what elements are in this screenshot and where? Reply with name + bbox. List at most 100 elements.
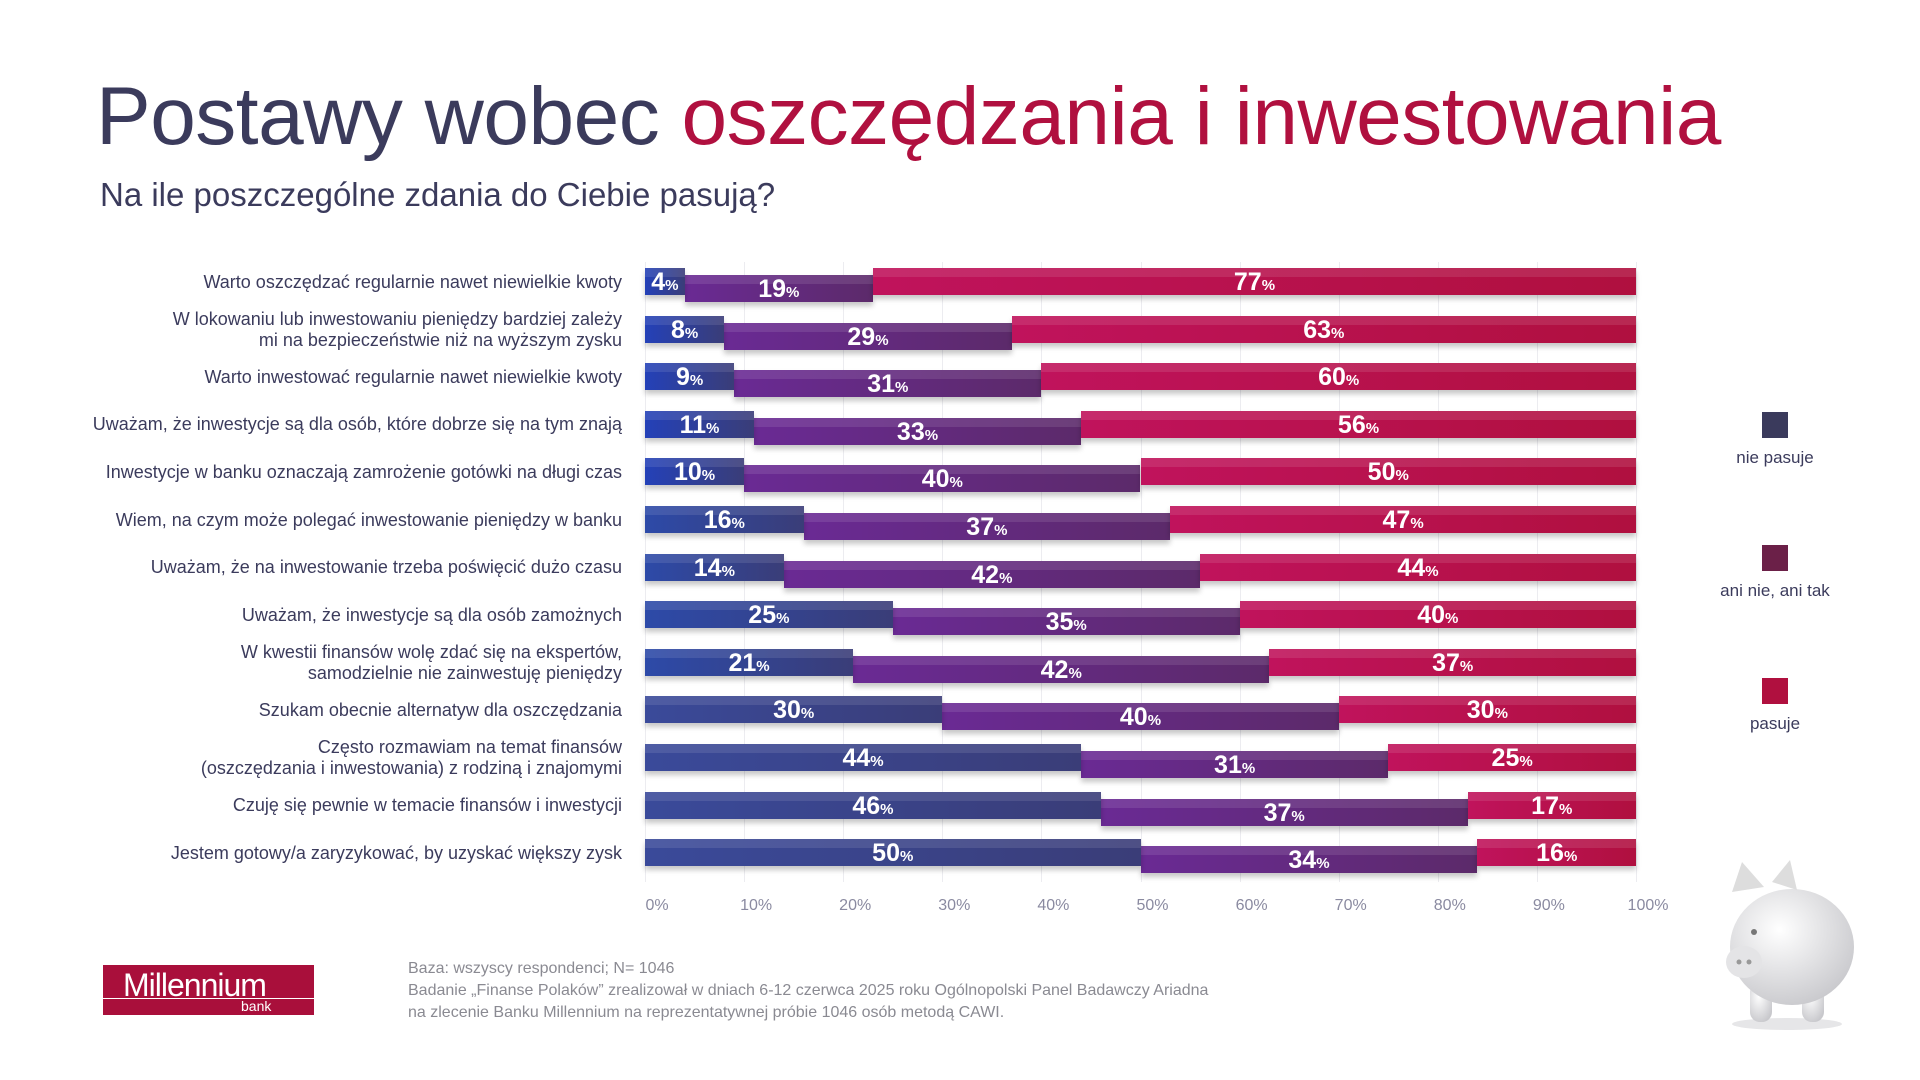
bar-segment-ani-nie-ani-tak: 19%	[684, 275, 873, 303]
x-tick-label: 30%	[938, 897, 971, 914]
x-tick-label: 50%	[1136, 897, 1169, 914]
category-label: Czuję się pewnie w temacie finansów i in…	[232, 795, 622, 816]
data-label: 50%	[1367, 458, 1409, 487]
data-label: 31%	[867, 370, 909, 399]
bar-segment-pasuje: 63%	[1011, 315, 1636, 344]
bar-segment-nie-pasuje: 44%	[645, 744, 1082, 772]
x-tick-label: 100%	[1627, 897, 1669, 914]
bar-segment-ani-nie-ani-tak: 35%	[892, 608, 1240, 636]
data-label: 50%	[872, 839, 914, 868]
bar-segment-pasuje: 56%	[1081, 410, 1636, 439]
data-label: 29%	[847, 322, 889, 351]
bar-segment-nie-pasuje: 25%	[645, 601, 893, 629]
legend-swatch	[1762, 545, 1788, 571]
bar-segment-ani-nie-ani-tak: 42%	[853, 655, 1270, 684]
category-label: Uważam, że inwestycje są dla osób, które…	[92, 414, 622, 435]
data-label: 33%	[896, 417, 939, 446]
category-label: Wiem, na czym może polegać inwestowanie …	[115, 509, 622, 530]
bar-segment-nie-pasuje: 16%	[645, 506, 804, 534]
bar-segment-ani-nie-ani-tak: 40%	[942, 703, 1339, 731]
data-label: 42%	[1040, 655, 1082, 684]
bar-segment-pasuje: 25%	[1388, 744, 1636, 772]
logo-sub: bank	[241, 998, 272, 1014]
bar-segment-nie-pasuje: 50%	[645, 839, 1141, 867]
category-label: W lokowaniu lub inwestowaniu pieniędzy b…	[172, 308, 622, 350]
legend-swatch	[1762, 678, 1788, 704]
footnote: Baza: wszyscy respondenci; N= 1046 Badan…	[408, 958, 1208, 1024]
legend-label: ani nie, ani tak	[1720, 581, 1830, 600]
bar-segment-ani-nie-ani-tak: 34%	[1140, 846, 1478, 874]
data-label: 77%	[1233, 268, 1276, 296]
subtitle: Na ile poszczególne zdania do Ciebie pas…	[100, 176, 776, 213]
bar-segment-ani-nie-ani-tak: 31%	[734, 370, 1042, 398]
legend-label: nie pasuje	[1736, 448, 1814, 467]
gridline	[1636, 262, 1637, 882]
bar-segment-ani-nie-ani-tak: 37%	[1100, 798, 1468, 827]
title-part2: oszczędzania i inwestowania	[681, 71, 1722, 162]
x-tick-label: 10%	[740, 897, 773, 914]
bar-segment-pasuje: 30%	[1338, 696, 1636, 724]
title-part1: Postawy wobec	[96, 71, 682, 162]
data-label: 42%	[971, 560, 1013, 589]
data-label: 21%	[728, 648, 770, 677]
data-label: 14%	[693, 553, 735, 582]
data-label: 8%	[671, 315, 699, 344]
footnote-line: Badanie „Finanse Polaków” zrealizował w …	[408, 982, 1209, 999]
data-label: 25%	[1491, 744, 1533, 772]
piggy-bank-icon	[1726, 860, 1854, 1030]
logo-name: Millennium	[123, 967, 267, 1003]
x-tick-label: 0%	[645, 897, 669, 914]
bar-segment-pasuje: 47%	[1170, 506, 1636, 534]
data-label: 40%	[1119, 703, 1162, 732]
category-label: Uważam, że na inwestowanie trzeba poświę…	[150, 557, 622, 578]
data-label: 44%	[842, 744, 884, 772]
data-label: 34%	[1288, 846, 1330, 875]
bar-segment-nie-pasuje: 10%	[645, 458, 745, 486]
data-label: 56%	[1337, 410, 1380, 439]
x-tick-label: 60%	[1235, 897, 1268, 914]
legend-item: pasuje	[1720, 678, 1830, 734]
data-label: 60%	[1318, 363, 1360, 392]
data-label: 37%	[1263, 798, 1305, 827]
legend-item: nie pasuje	[1720, 412, 1830, 468]
data-label: 9%	[675, 363, 704, 392]
footnote-line: na zlecenie Banku Millennium na reprezen…	[408, 1004, 1005, 1021]
data-label: 37%	[966, 513, 1008, 541]
category-label: Warto inwestować regularnie nawet niewie…	[204, 366, 622, 387]
category-label: Często rozmawiam na temat finansów (oszcz…	[200, 737, 622, 778]
bar-segment-nie-pasuje: 11%	[645, 410, 754, 439]
bar-segment-pasuje: 77%	[872, 268, 1636, 296]
data-label: 30%	[773, 696, 815, 725]
data-label: 4%	[651, 268, 679, 296]
data-label: 25%	[748, 601, 790, 630]
x-tick-label: 80%	[1433, 897, 1466, 914]
bar-segment-pasuje: 44%	[1199, 553, 1636, 582]
category-label: Warto oszczędzać regularnie nawet niewie…	[203, 271, 622, 292]
bar-segment-nie-pasuje: 30%	[645, 696, 943, 724]
data-label: 37%	[1432, 648, 1474, 677]
x-tick-label: 70%	[1334, 897, 1367, 914]
bar-segment-pasuje: 37%	[1269, 648, 1636, 677]
bar-segment-nie-pasuje: 8%	[645, 315, 725, 344]
bar-segment-nie-pasuje: 9%	[645, 363, 735, 391]
bar-segment-pasuje: 50%	[1140, 458, 1636, 486]
data-label: 46%	[852, 791, 894, 820]
x-tick-label: 90%	[1532, 897, 1565, 914]
bar-segment-ani-nie-ani-tak: 29%	[724, 322, 1012, 351]
bar-segment-nie-pasuje: 14%	[645, 553, 784, 582]
page-title: Postawy wobec oszczędzania i inwestowani…	[96, 70, 1721, 164]
data-label: 47%	[1382, 506, 1424, 534]
data-label: 16%	[703, 506, 745, 534]
footnote-line: Baza: wszyscy respondenci; N= 1046	[408, 960, 675, 977]
bar-segment-pasuje: 60%	[1041, 363, 1636, 391]
legend-item: ani nie, ani tak	[1720, 545, 1830, 601]
data-label: 31%	[1214, 751, 1256, 779]
bar-segment-ani-nie-ani-tak: 42%	[783, 560, 1200, 589]
category-label: W kwestii finansów wolę zdać się na eksp…	[240, 641, 622, 683]
data-label: 19%	[758, 275, 800, 303]
data-label: 35%	[1045, 608, 1087, 637]
bar-segment-ani-nie-ani-tak: 37%	[803, 513, 1171, 541]
x-tick-label: 40%	[1037, 897, 1070, 914]
millennium-logo: Millennium bank	[103, 965, 314, 1015]
